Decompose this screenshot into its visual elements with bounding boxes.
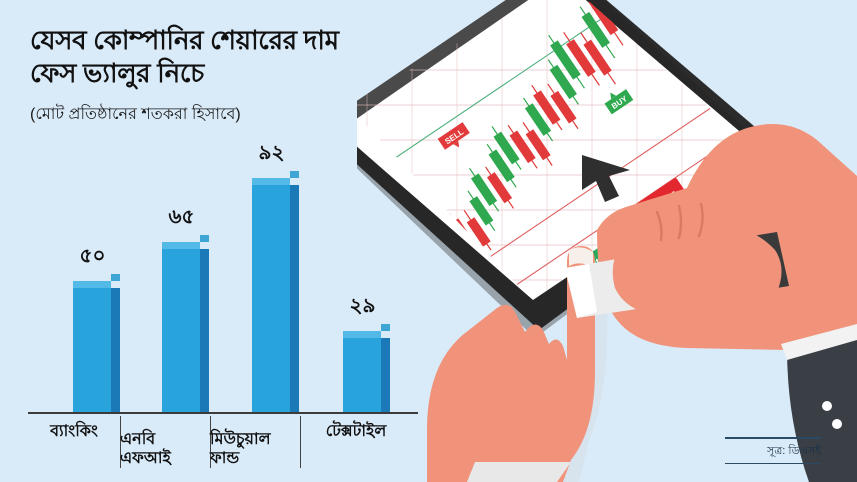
bar-top-3 bbox=[343, 331, 381, 338]
bar-top-2 bbox=[252, 178, 290, 185]
stylus-hand bbox=[565, 124, 857, 482]
tablet-illustration: SELL SELL SELL bbox=[317, 0, 857, 482]
x-axis-label-1: এনবি এফআই bbox=[120, 414, 210, 476]
source-rule-bottom bbox=[725, 463, 821, 464]
x-axis-label-0: ব্যাংকিং bbox=[28, 414, 120, 476]
cursor-arrow bbox=[582, 155, 630, 202]
bar-side-3 bbox=[381, 338, 390, 412]
bar-top-side-0 bbox=[111, 274, 120, 281]
bar-top-side-3 bbox=[381, 324, 390, 331]
headline-line-1: যেসব কোম্পানির শেয়ারের দাম bbox=[30, 25, 339, 55]
bar-front-0 bbox=[73, 281, 111, 412]
x-axis-label-2-line-0: মিউচুয়াল bbox=[210, 430, 271, 448]
axis-divider-2 bbox=[210, 416, 211, 468]
bar-top-0 bbox=[73, 281, 111, 288]
bar-chart: ৫০ ৬৫ ৯২ bbox=[0, 142, 440, 482]
x-axis-label-1-line-0: এনবি bbox=[120, 430, 156, 448]
pointing-hand bbox=[427, 246, 608, 482]
page-subtitle: (মোট প্রতিষ্ঠানের শতকরা হিসাবে) bbox=[30, 105, 241, 123]
x-axis-label-1-line-1: এফআই bbox=[120, 449, 171, 467]
bar-0 bbox=[73, 274, 120, 412]
source-text: সূত্র: ডিএসই bbox=[766, 445, 821, 457]
bar-side-1 bbox=[200, 249, 209, 412]
bar-top-side-1 bbox=[200, 235, 209, 242]
bar-value-0: ৫০ bbox=[79, 245, 106, 267]
bar-front-1 bbox=[162, 242, 200, 412]
bar-side-0 bbox=[111, 288, 120, 412]
bar-value-3: ২৯ bbox=[349, 295, 376, 317]
headline-block: যেসব কোম্পানির শেয়ারের দাম ফেস ভ্যালুর … bbox=[30, 24, 430, 128]
bar-top-1 bbox=[162, 242, 200, 249]
bar-front-3 bbox=[343, 331, 381, 412]
source-attribution: সূত্র: ডিএসই bbox=[725, 437, 821, 464]
bar-top-side-2 bbox=[290, 171, 299, 178]
bar-value-2: ৯২ bbox=[258, 142, 285, 164]
bar-front-2 bbox=[252, 178, 290, 412]
headline-line-2: ফেস ভ্যালুর নিচে bbox=[30, 58, 205, 89]
axis-divider-1 bbox=[120, 416, 121, 468]
x-axis-labels: ব্যাংকিং এনবি এফআই মিউচুয়াল ফান্ড টেক্স… bbox=[28, 414, 418, 476]
chart-plot: ৫০ ৬৫ ৯২ bbox=[28, 142, 418, 412]
x-axis-line bbox=[28, 412, 418, 414]
source-rule-top bbox=[725, 437, 821, 439]
x-axis-label-2: মিউচুয়াল ফান্ড bbox=[210, 414, 300, 476]
bar-3 bbox=[343, 324, 390, 412]
bar-2 bbox=[252, 171, 299, 412]
bar-side-2 bbox=[290, 185, 299, 412]
bar-1 bbox=[162, 235, 209, 412]
x-axis-label-3: টেক্সটাইল bbox=[300, 414, 412, 476]
bar-value-1: ৬৫ bbox=[168, 206, 195, 228]
page-title: যেসব কোম্পানির শেয়ারের দাম ফেস ভ্যালুর … bbox=[30, 24, 430, 91]
x-axis-label-0-line-0: ব্যাংকিং bbox=[50, 423, 98, 440]
x-axis-label-3-line-0: টেক্সটাইল bbox=[325, 423, 387, 440]
axis-divider-3 bbox=[300, 416, 301, 468]
x-axis-label-2-line-1: ফান্ড bbox=[210, 449, 240, 467]
